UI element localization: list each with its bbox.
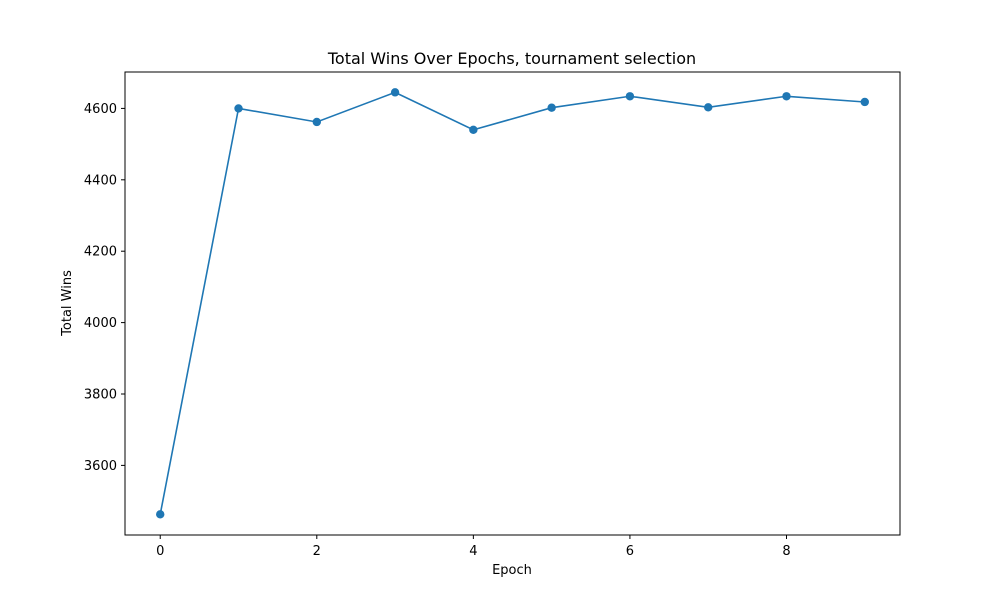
data-point (625, 92, 635, 101)
data-point (547, 103, 556, 112)
data-point (469, 125, 478, 135)
y-tick-label: 4600 (84, 102, 117, 117)
x-axis-label: Epoch (492, 563, 532, 578)
data-point (312, 117, 321, 127)
x-tick-label: 2 (313, 544, 321, 559)
chart-title: Total Wins Over Epochs, tournament selec… (327, 49, 696, 68)
data-point (390, 88, 400, 97)
y-tick-label: 3800 (84, 387, 117, 402)
data-point (860, 97, 869, 107)
y-axis: 3600 3800 4000 4200 4400 4600 (84, 102, 125, 474)
x-tick-label: 8 (782, 544, 790, 559)
x-axis: 0 2 4 6 8 (156, 535, 791, 559)
y-tick-label: 4000 (84, 316, 117, 331)
series-line (159, 91, 865, 515)
data-point (704, 103, 713, 112)
y-axis-label: Total Wins (60, 270, 75, 337)
x-tick-label: 0 (156, 544, 164, 559)
data-point (782, 92, 791, 101)
series-layer (156, 88, 869, 519)
y-tick-label: 4400 (84, 173, 117, 188)
data-point (156, 510, 165, 519)
plot-frame (124, 71, 901, 536)
data-point (234, 104, 243, 113)
x-tick-label: 6 (626, 544, 634, 559)
y-tick-label: 3600 (84, 459, 117, 474)
y-tick-label: 4200 (84, 245, 117, 260)
x-tick-label: 4 (469, 544, 477, 559)
